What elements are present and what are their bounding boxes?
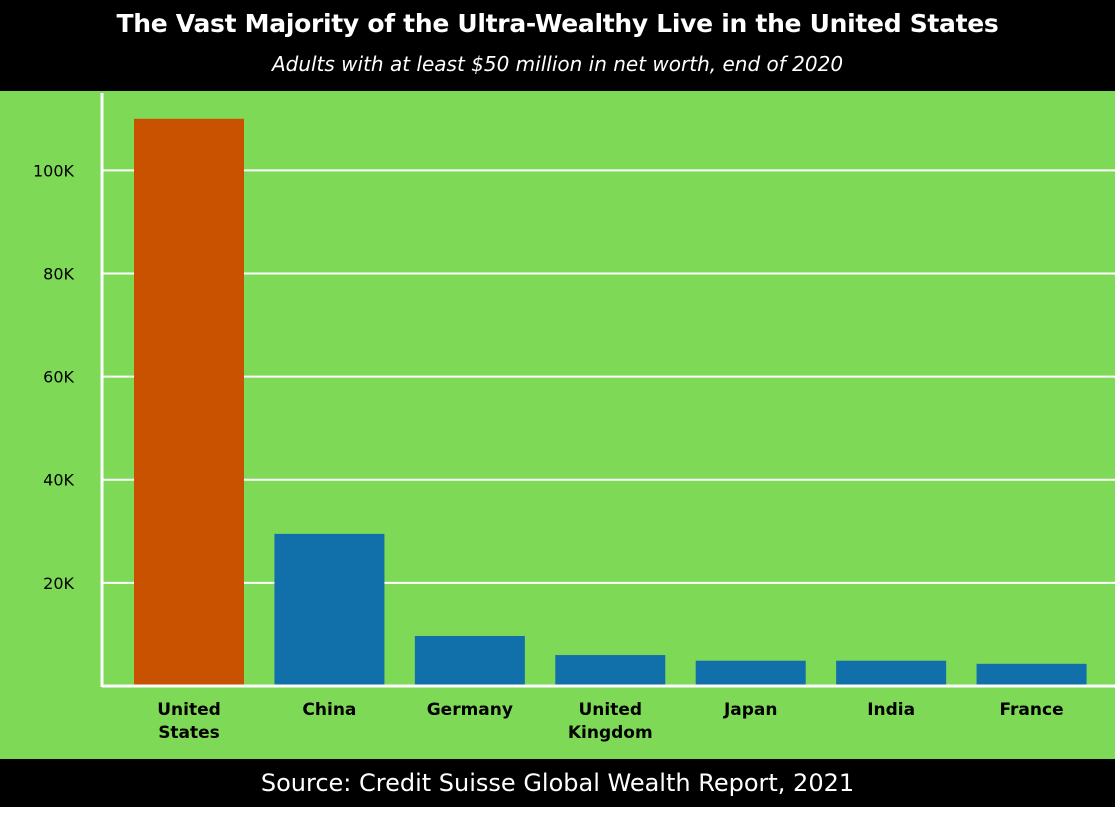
bar-united-states (134, 118, 244, 687)
labels: 20K 40K 60K 80K 100K United States China Germany… (33, 161, 1064, 743)
x-tick-label: India (867, 700, 915, 720)
plot-area: 20K 40K 60K 80K 100K United States China Germany… (0, 91, 1115, 759)
bars (134, 118, 1087, 687)
x-tick-label: Japan (723, 700, 778, 720)
chart-footer: Source: Credit Suisse Global Wealth Repo… (0, 759, 1115, 807)
y-tick-label: 20K (43, 574, 74, 593)
y-tick-label: 100K (33, 161, 75, 180)
bar-united-kingdom (555, 655, 666, 686)
x-tick-label: United States (157, 700, 221, 743)
axes (100, 93, 1115, 688)
chart-subtitle: Adults with at least $50 million in net … (271, 52, 844, 76)
bar-germany (414, 635, 525, 686)
x-tick-label: United Kingdom (568, 700, 653, 743)
bar-japan (695, 660, 806, 686)
gridlines (102, 169, 1115, 584)
chart-title: The Vast Majority of the Ultra-Wealthy L… (116, 9, 999, 38)
bar-france (976, 663, 1087, 686)
bar-chart: 20K 40K 60K 80K 100K United States China Germany… (33, 93, 1115, 743)
source-note: Source: Credit Suisse Global Wealth Repo… (260, 769, 855, 797)
x-tick-label: France (1000, 700, 1064, 720)
x-tick-label: Germany (427, 700, 513, 720)
y-tick-label: 60K (43, 368, 74, 387)
x-tick-label: China (302, 700, 356, 720)
bar-india (836, 660, 947, 686)
y-tick-label: 80K (43, 264, 74, 283)
y-tick-label: 40K (43, 471, 74, 490)
chart-header: The Vast Majority of the Ultra-Wealthy L… (0, 0, 1115, 91)
bar-china (274, 533, 385, 686)
